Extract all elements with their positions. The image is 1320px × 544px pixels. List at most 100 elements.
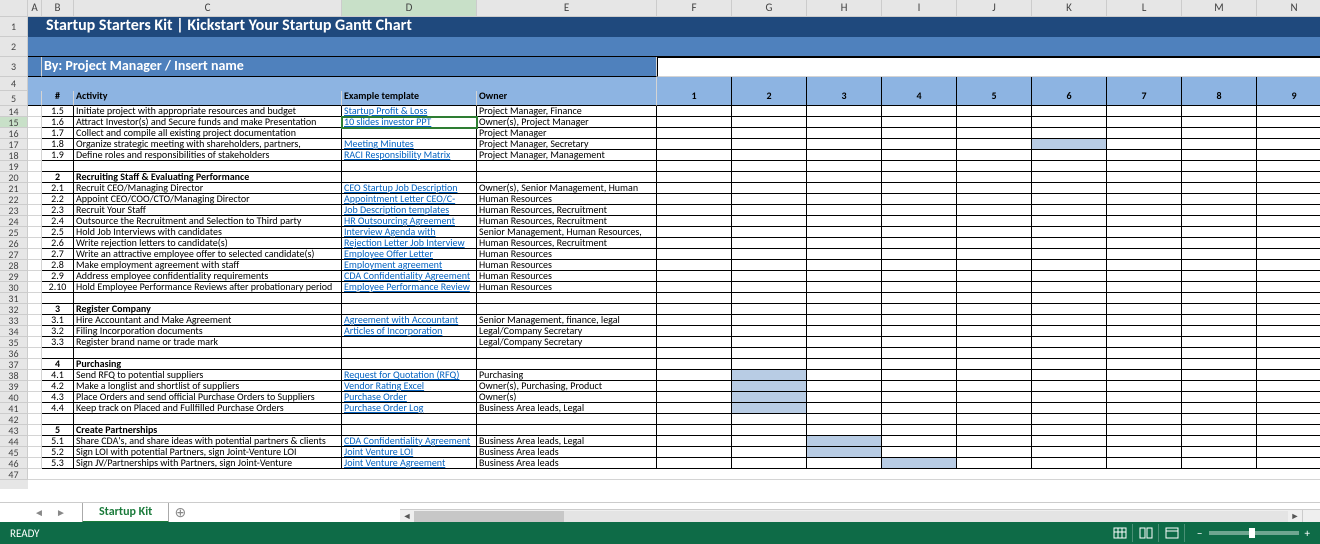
task-template[interactable]: Interview Agenda with (342, 227, 477, 238)
task-activity[interactable]: Hold Employee Performance Reviews after … (74, 282, 342, 293)
gantt-cell[interactable] (1182, 304, 1257, 315)
task-template[interactable]: Purchase Order (342, 392, 477, 403)
gantt-cell[interactable] (1257, 216, 1320, 227)
gantt-cell[interactable] (807, 172, 882, 183)
gantt-cell[interactable] (882, 304, 957, 315)
gantt-cell[interactable] (1257, 315, 1320, 326)
task-template[interactable]: Employment agreement (342, 260, 477, 271)
task-activity[interactable]: Write rejection letters to candidate(s) (74, 238, 342, 249)
task-number[interactable]: 5 (42, 425, 74, 436)
gantt-cell[interactable] (657, 249, 732, 260)
gantt-cell[interactable] (1032, 238, 1107, 249)
row-header-47[interactable]: 47 (0, 469, 28, 480)
task-owner[interactable]: Human Resources, Recruitment (477, 238, 657, 249)
gantt-cell[interactable] (732, 183, 807, 194)
task-template[interactable]: Job Description templates (342, 205, 477, 216)
task-template[interactable]: Startup Profit & Loss (342, 106, 477, 117)
gantt-cell[interactable] (732, 139, 807, 150)
gantt-cell[interactable] (957, 172, 1032, 183)
gantt-cell[interactable] (732, 117, 807, 128)
gantt-cell[interactable] (1032, 249, 1107, 260)
gantt-cell[interactable] (1257, 392, 1320, 403)
task-number[interactable]: 2.9 (42, 271, 74, 282)
gantt-cell[interactable] (1182, 392, 1257, 403)
task-owner[interactable]: Human Resources (477, 271, 657, 282)
task-number[interactable]: 1.6 (42, 117, 74, 128)
gantt-cell[interactable] (1107, 425, 1182, 436)
gantt-cell[interactable] (657, 436, 732, 447)
gantt-cell[interactable] (882, 194, 957, 205)
task-owner[interactable]: Owner(s) (477, 392, 657, 403)
gantt-cell[interactable] (657, 337, 732, 348)
gantt-cell[interactable] (1182, 337, 1257, 348)
gantt-cell[interactable] (1257, 370, 1320, 381)
gantt-cell[interactable] (957, 106, 1032, 117)
gantt-cell[interactable] (1182, 128, 1257, 139)
task-owner[interactable]: Owner(s), Project Manager (477, 117, 657, 128)
gantt-cell[interactable] (957, 370, 1032, 381)
gantt-cell[interactable] (1257, 359, 1320, 370)
task-template[interactable]: RACI Responsibility Matrix (342, 150, 477, 161)
gantt-cell[interactable] (882, 458, 957, 469)
gantt-cell[interactable] (1032, 172, 1107, 183)
gantt-cell[interactable] (1182, 425, 1257, 436)
gantt-cell[interactable] (657, 128, 732, 139)
gantt-cell[interactable] (957, 458, 1032, 469)
gantt-cell[interactable] (882, 249, 957, 260)
gantt-cell[interactable] (1032, 304, 1107, 315)
gantt-cell[interactable] (1032, 447, 1107, 458)
task-template[interactable]: CDA Confidentiality Agreement (342, 271, 477, 282)
gantt-cell[interactable] (732, 436, 807, 447)
gantt-cell[interactable] (957, 381, 1032, 392)
gantt-cell[interactable] (882, 403, 957, 414)
task-activity[interactable]: Collect and compile all existing project… (74, 128, 342, 139)
task-template[interactable] (342, 172, 477, 183)
task-owner[interactable]: Project Manager, Management (477, 150, 657, 161)
col-header-K[interactable]: K (1032, 0, 1107, 17)
gantt-cell[interactable] (807, 304, 882, 315)
task-activity[interactable]: Purchasing (74, 359, 342, 370)
gantt-cell[interactable] (957, 117, 1032, 128)
gantt-cell[interactable] (1182, 139, 1257, 150)
col-header-L[interactable]: L (1107, 0, 1182, 17)
scroll-left-icon[interactable]: ◄ (400, 511, 414, 522)
task-owner[interactable]: Business Area leads (477, 447, 657, 458)
gantt-cell[interactable] (882, 359, 957, 370)
gantt-cell[interactable] (1032, 403, 1107, 414)
gantt-cell[interactable] (657, 227, 732, 238)
task-activity[interactable]: Make a longlist and shortlist of supplie… (74, 381, 342, 392)
task-activity[interactable]: Sign JV/Partnerships with Partners, sign… (74, 458, 342, 469)
task-number[interactable]: 5.3 (42, 458, 74, 469)
task-owner[interactable]: Human Resources, Recruitment (477, 216, 657, 227)
gantt-cell[interactable] (1032, 359, 1107, 370)
gantt-cell[interactable] (1032, 381, 1107, 392)
gantt-cell[interactable] (1257, 403, 1320, 414)
gantt-cell[interactable] (1182, 436, 1257, 447)
task-activity[interactable]: Filing Incorporation documents (74, 326, 342, 337)
col-header-J[interactable]: J (957, 0, 1032, 17)
gantt-cell[interactable] (732, 194, 807, 205)
gantt-cell[interactable] (807, 315, 882, 326)
task-template[interactable] (342, 304, 477, 315)
task-number[interactable]: 2.5 (42, 227, 74, 238)
gantt-cell[interactable] (657, 271, 732, 282)
gantt-cell[interactable] (657, 216, 732, 227)
col-header-A[interactable]: A (28, 0, 42, 17)
gantt-cell[interactable] (957, 128, 1032, 139)
gantt-cell[interactable] (1257, 128, 1320, 139)
task-template[interactable]: Purchase Order Log (342, 403, 477, 414)
gantt-cell[interactable] (1182, 403, 1257, 414)
gantt-cell[interactable] (957, 150, 1032, 161)
gantt-cell[interactable] (1257, 447, 1320, 458)
gantt-cell[interactable] (1032, 436, 1107, 447)
gantt-cell[interactable] (732, 315, 807, 326)
gantt-cell[interactable] (732, 381, 807, 392)
task-number[interactable]: 2.2 (42, 194, 74, 205)
gantt-cell[interactable] (882, 150, 957, 161)
gantt-cell[interactable] (1107, 117, 1182, 128)
task-template[interactable]: 10 slides investor PPT (342, 117, 477, 128)
gantt-cell[interactable] (657, 381, 732, 392)
task-template[interactable]: CDA Confidentiality Agreement (342, 436, 477, 447)
gantt-cell[interactable] (1107, 458, 1182, 469)
gantt-cell[interactable] (1182, 447, 1257, 458)
